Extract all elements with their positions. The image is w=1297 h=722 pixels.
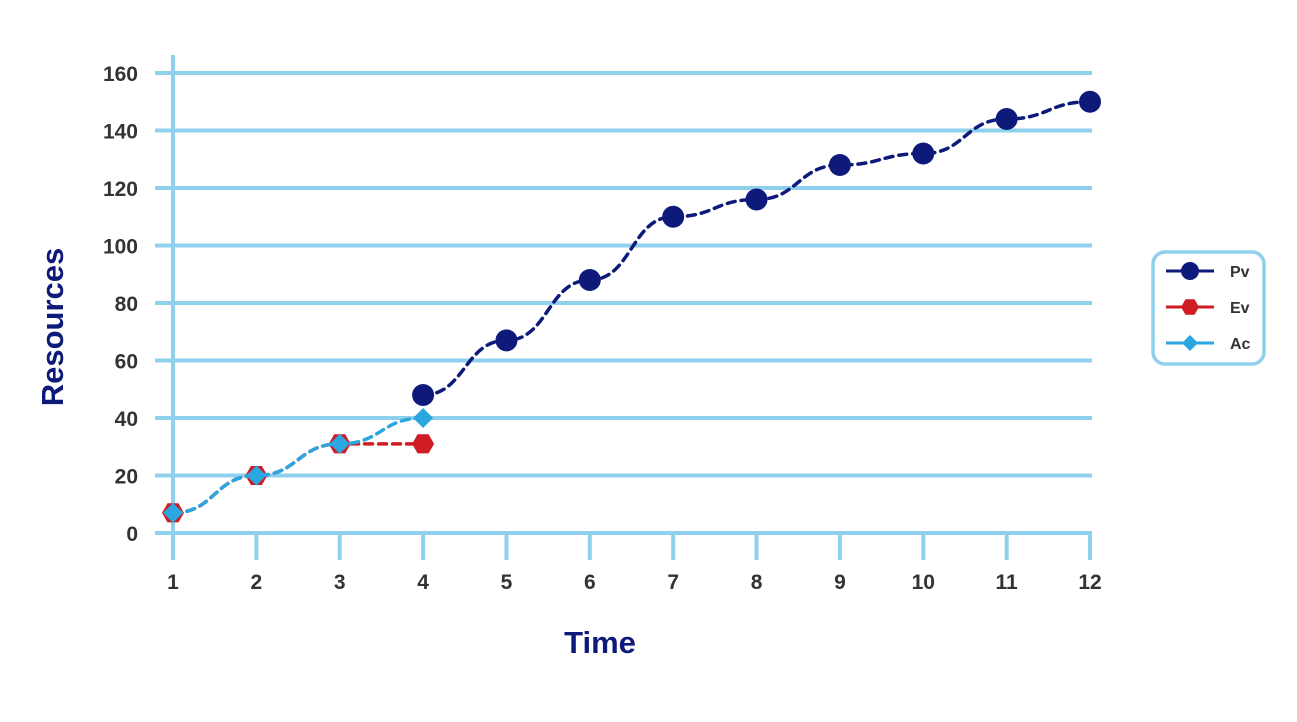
series-ac — [163, 408, 434, 523]
axes — [171, 55, 1092, 560]
data-point-ac — [246, 465, 267, 486]
y-axis-title: Resources — [35, 248, 70, 407]
legend-marker — [1182, 335, 1198, 351]
x-tick-label: 6 — [584, 571, 596, 594]
y-tick-label: 20 — [115, 466, 138, 489]
x-tick-label: 9 — [834, 571, 846, 594]
legend-marker — [1181, 299, 1199, 315]
x-tick-label: 4 — [417, 571, 429, 594]
series-line-ev — [171, 442, 425, 515]
x-tick-label: 12 — [1078, 571, 1101, 594]
series-line-pv — [421, 100, 1092, 397]
series-line-ac — [171, 416, 425, 515]
data-point-pv — [412, 384, 435, 406]
y-tick-label: 140 — [103, 121, 138, 144]
legend-label: Pv — [1230, 264, 1250, 281]
x-tick-label: 7 — [667, 571, 679, 594]
grid — [155, 71, 1092, 535]
legend-item-pv: Pv — [1166, 262, 1250, 281]
legend-label: Ev — [1230, 300, 1250, 317]
x-tick-label: 1 — [167, 571, 179, 594]
legend-item-ev: Ev — [1166, 299, 1250, 317]
x-axis-title: Time — [564, 625, 636, 660]
data-point-pv — [662, 205, 685, 228]
x-tick-label: 2 — [251, 571, 263, 594]
y-tick-label: 40 — [115, 408, 138, 431]
x-tick-label: 11 — [996, 571, 1019, 594]
y-tick-label: 160 — [103, 63, 138, 86]
data-point-ev — [412, 434, 435, 454]
data-point-pv — [912, 142, 935, 165]
legend: Pv Ev Ac — [1151, 250, 1266, 366]
data-point-pv — [578, 269, 601, 291]
legend-item-ac: Ac — [1166, 335, 1251, 353]
data-point-pv — [495, 329, 518, 352]
legend-marker — [1181, 262, 1199, 280]
legend-label: Ac — [1230, 336, 1251, 353]
series-ev — [162, 434, 435, 523]
x-tick-label: 10 — [912, 571, 935, 594]
data-point-pv — [828, 154, 851, 176]
data-point-pv — [1079, 90, 1101, 113]
y-tick-label: 0 — [126, 523, 138, 546]
data-point-pv — [995, 108, 1018, 130]
data-point-pv — [745, 188, 768, 211]
x-tick-label: 3 — [334, 571, 346, 594]
series — [162, 90, 1101, 523]
y-tick-label: 80 — [115, 293, 138, 316]
series-pv — [412, 90, 1101, 406]
data-point-ac — [413, 408, 434, 428]
y-tick-label: 60 — [115, 351, 138, 374]
data-point-ac — [163, 502, 183, 523]
y-tick-label: 120 — [103, 178, 138, 201]
x-tick-label: 8 — [751, 571, 763, 594]
data-point-ac — [329, 433, 350, 454]
y-tick-label: 100 — [103, 236, 138, 259]
x-tick-label: 5 — [501, 571, 513, 594]
